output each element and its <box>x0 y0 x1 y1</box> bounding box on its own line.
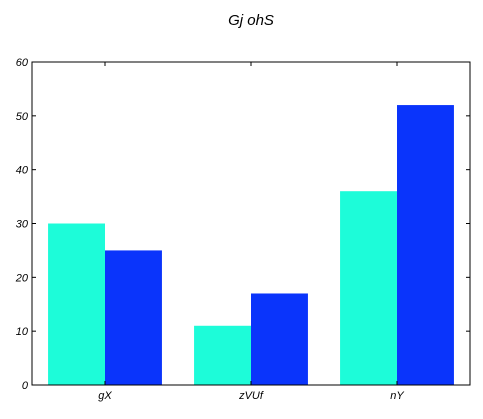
y-tick-label-30: 30 <box>16 219 29 231</box>
y-tick-label-20: 20 <box>15 272 29 284</box>
y-tick-label-60: 60 <box>16 57 29 69</box>
bar-nY-series1 <box>340 191 397 385</box>
x-tick-label-gX: gX <box>98 390 112 402</box>
plot-frame <box>31 61 471 386</box>
chart-title: Gj ohS <box>228 12 274 29</box>
x-tick-label-nY: nY <box>390 390 404 402</box>
bar-zVUf-series1 <box>194 325 251 385</box>
x-tick-label-zVUf: zVUf <box>238 390 264 402</box>
y-tick-label-10: 10 <box>16 326 29 338</box>
bar-zVUf-series2 <box>251 293 308 385</box>
y-tick-label-40: 40 <box>16 165 29 177</box>
y-tick-label-0: 0 <box>22 380 29 392</box>
bar-nY-series2 <box>397 105 454 385</box>
y-tick-label-50: 50 <box>16 111 29 123</box>
bars-group <box>48 105 454 385</box>
bar-gX-series2 <box>105 250 162 385</box>
bar-gX-series1 <box>48 223 105 385</box>
